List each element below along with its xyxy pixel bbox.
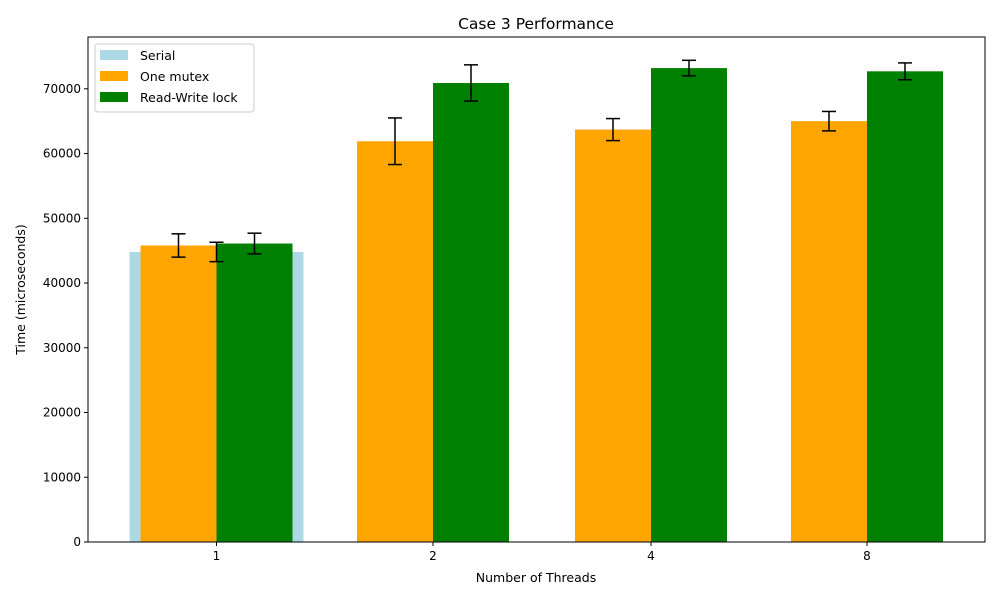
bars-layer bbox=[129, 68, 943, 543]
bar-series-1-8 bbox=[867, 71, 943, 543]
legend-swatch-read-write-lock bbox=[100, 92, 128, 102]
x-tick-label: 4 bbox=[647, 549, 655, 563]
plot-frame bbox=[87, 36, 986, 543]
y-tick-label: 50000 bbox=[43, 211, 81, 225]
x-tick-label: 8 bbox=[863, 549, 871, 563]
x-tick-label: 1 bbox=[213, 549, 221, 563]
x-axis: 1 2 4 8 bbox=[213, 542, 871, 563]
error-bars-layer bbox=[171, 59, 912, 263]
bar-series-0-2 bbox=[357, 141, 433, 542]
y-tick-label: 0 bbox=[73, 535, 81, 549]
legend-box bbox=[94, 43, 255, 113]
chart-title: Case 3 Performance bbox=[458, 15, 614, 33]
y-tick-label: 70000 bbox=[43, 82, 81, 96]
legend-swatch-serial bbox=[100, 50, 128, 60]
y-tick-label: 30000 bbox=[43, 341, 81, 355]
legend-label-serial: Serial bbox=[140, 48, 175, 63]
x-axis-label: Number of Threads bbox=[476, 570, 596, 585]
bar-series-0-4 bbox=[575, 129, 651, 543]
bar-series-1-2 bbox=[433, 82, 509, 542]
y-tick-label: 20000 bbox=[43, 406, 81, 420]
y-axis: 0 10000 20000 30000 40000 50000 60000 70000 bbox=[43, 82, 88, 549]
legend-swatch-one-mutex bbox=[100, 71, 128, 81]
y-tick-label: 40000 bbox=[43, 276, 81, 290]
y-tick-label: 60000 bbox=[43, 147, 81, 161]
bar-series-0-8 bbox=[791, 121, 867, 543]
legend: Serial One mutex Read-Write lock bbox=[94, 43, 255, 113]
y-axis-label: Time (microseconds) bbox=[13, 224, 28, 355]
legend-label-read-write-lock: Read-Write lock bbox=[140, 90, 238, 105]
legend-label-one-mutex: One mutex bbox=[140, 69, 209, 84]
bar-series-1-4 bbox=[651, 68, 727, 543]
y-tick-label: 10000 bbox=[43, 470, 81, 484]
bar-series-0-1 bbox=[140, 245, 217, 542]
bar-series-1-1 bbox=[216, 243, 293, 543]
x-tick-label: 2 bbox=[429, 549, 437, 563]
